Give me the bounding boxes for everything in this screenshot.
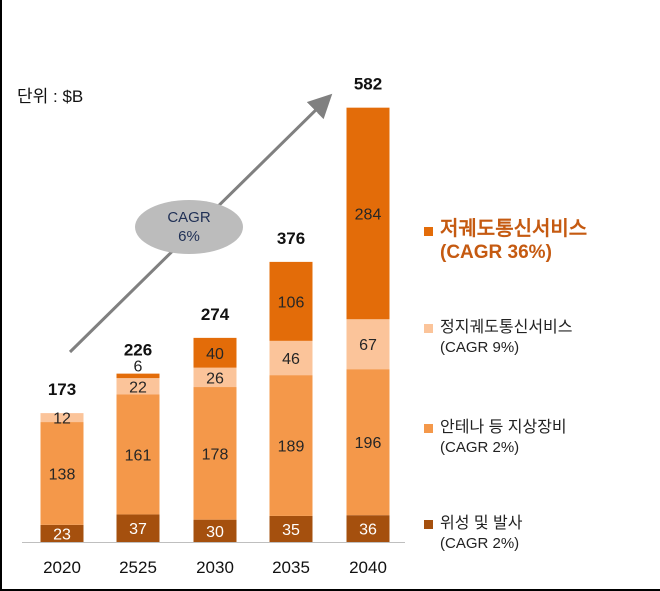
cagr-bubble-value: 6% (178, 228, 200, 245)
total-label: 274 (201, 305, 230, 324)
frame-bottom-border (0, 589, 660, 591)
frame-left-border (0, 0, 2, 591)
segment-label-gso: 26 (206, 370, 224, 387)
legend-swatch-ground (424, 424, 433, 433)
segment-label-gso: 12 (53, 411, 71, 428)
legend-name-satellite: 위성 및 발사 (440, 515, 523, 532)
bar-segment-satellite (346, 515, 390, 542)
segment-label-satellite: 37 (129, 521, 147, 538)
bar-segment-gso (40, 413, 84, 423)
segment-label-gso: 46 (282, 351, 300, 368)
bar-segment-satellite (193, 519, 237, 542)
bar-segment-ngso (116, 373, 160, 379)
segment-label-ground: 138 (49, 466, 76, 483)
segment-label-satellite: 36 (359, 522, 377, 539)
bar-segment-gso (116, 378, 160, 395)
bar-segment-satellite (269, 515, 313, 542)
legend-cagr-gso: (CAGR 9%) (440, 339, 520, 356)
segment-label-ngso: 6 (134, 359, 143, 376)
legend-swatch-satellite (424, 520, 433, 529)
segment-label-satellite: 23 (53, 526, 71, 543)
bar-segment-ngso (193, 337, 237, 368)
total-label: 376 (277, 229, 305, 248)
legend-name-ngso: 저궤도통신서비스 (440, 218, 588, 240)
total-label: 173 (48, 380, 76, 399)
bar-segment-ground (193, 387, 237, 520)
segment-label-ground: 178 (202, 446, 229, 463)
segment-label-satellite: 30 (206, 524, 224, 541)
bar-segment-ground (346, 369, 390, 516)
bar-segment-gso (193, 367, 237, 388)
bar-segment-ground (116, 394, 160, 515)
x-tick-label: 2020 (43, 558, 81, 577)
legend-cagr-ground: (CAGR 2%) (440, 439, 520, 456)
bar-segment-satellite (116, 514, 160, 542)
legend-name-ground: 안테나 등 지상장비 (440, 419, 567, 436)
total-label: 226 (124, 341, 152, 360)
x-tick-label: 2525 (119, 558, 157, 577)
cagr-bubble: CAGR 6% (135, 200, 243, 254)
legend-cagr-satellite: (CAGR 2%) (440, 535, 520, 552)
segment-label-ground: 161 (125, 447, 152, 464)
legend-swatch-ngso (424, 227, 433, 236)
x-tick-label: 2035 (272, 558, 310, 577)
legend-name-gso: 정지궤도통신서비스 (440, 319, 573, 336)
cagr-bubble-title: CAGR (167, 209, 211, 226)
bar-segment-ground (269, 375, 313, 516)
segment-label-gso: 67 (359, 337, 377, 354)
bar-segment-ground (40, 422, 84, 525)
total-label: 582 (354, 75, 382, 94)
segment-label-ground: 196 (355, 435, 382, 452)
bar-segment-gso (269, 340, 313, 376)
legend-swatch-gso (424, 324, 433, 333)
x-tick-label: 2040 (349, 558, 387, 577)
segment-label-ngso: 106 (278, 294, 305, 311)
bar-segment-gso (346, 319, 390, 370)
segment-label-gso: 22 (129, 379, 147, 396)
bar-segment-ngso (269, 261, 313, 341)
unit-label: 단위 : $B (17, 87, 84, 106)
segment-label-satellite: 35 (282, 522, 300, 539)
bar-segment-ngso (346, 107, 390, 320)
segment-label-ground: 189 (278, 439, 305, 456)
x-tick-label: 2030 (196, 558, 234, 577)
segment-label-ngso: 284 (355, 206, 382, 223)
segment-label-ngso: 40 (206, 346, 224, 363)
bar-segment-satellite (40, 524, 84, 542)
legend-cagr-ngso: (CAGR 36%) (440, 242, 552, 263)
